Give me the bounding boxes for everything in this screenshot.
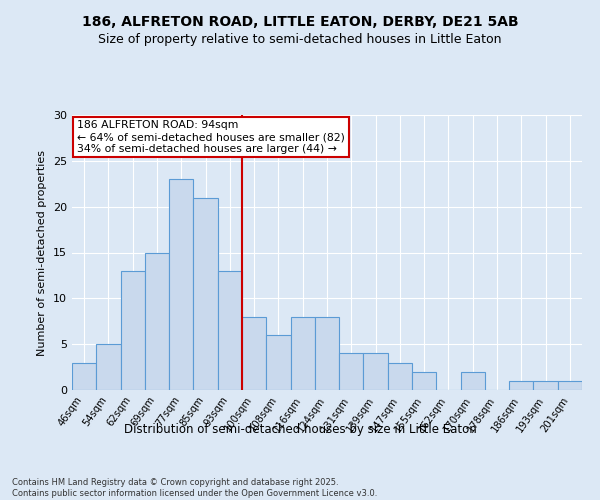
Bar: [145, 252, 169, 390]
Bar: [72, 362, 96, 390]
Bar: [169, 179, 193, 390]
Bar: [96, 344, 121, 390]
Bar: [242, 316, 266, 390]
Bar: [558, 381, 582, 390]
Bar: [339, 354, 364, 390]
Bar: [461, 372, 485, 390]
Y-axis label: Number of semi-detached properties: Number of semi-detached properties: [37, 150, 47, 356]
Text: 186, ALFRETON ROAD, LITTLE EATON, DERBY, DE21 5AB: 186, ALFRETON ROAD, LITTLE EATON, DERBY,…: [82, 15, 518, 29]
Bar: [412, 372, 436, 390]
Bar: [266, 335, 290, 390]
Bar: [290, 316, 315, 390]
Text: Size of property relative to semi-detached houses in Little Eaton: Size of property relative to semi-detach…: [98, 32, 502, 46]
Bar: [218, 271, 242, 390]
Bar: [509, 381, 533, 390]
Bar: [388, 362, 412, 390]
Text: 186 ALFRETON ROAD: 94sqm
← 64% of semi-detached houses are smaller (82)
34% of s: 186 ALFRETON ROAD: 94sqm ← 64% of semi-d…: [77, 120, 345, 154]
Bar: [533, 381, 558, 390]
Text: Contains HM Land Registry data © Crown copyright and database right 2025.
Contai: Contains HM Land Registry data © Crown c…: [12, 478, 377, 498]
Bar: [193, 198, 218, 390]
Text: Distribution of semi-detached houses by size in Little Eaton: Distribution of semi-detached houses by …: [124, 422, 476, 436]
Bar: [364, 354, 388, 390]
Bar: [121, 271, 145, 390]
Bar: [315, 316, 339, 390]
